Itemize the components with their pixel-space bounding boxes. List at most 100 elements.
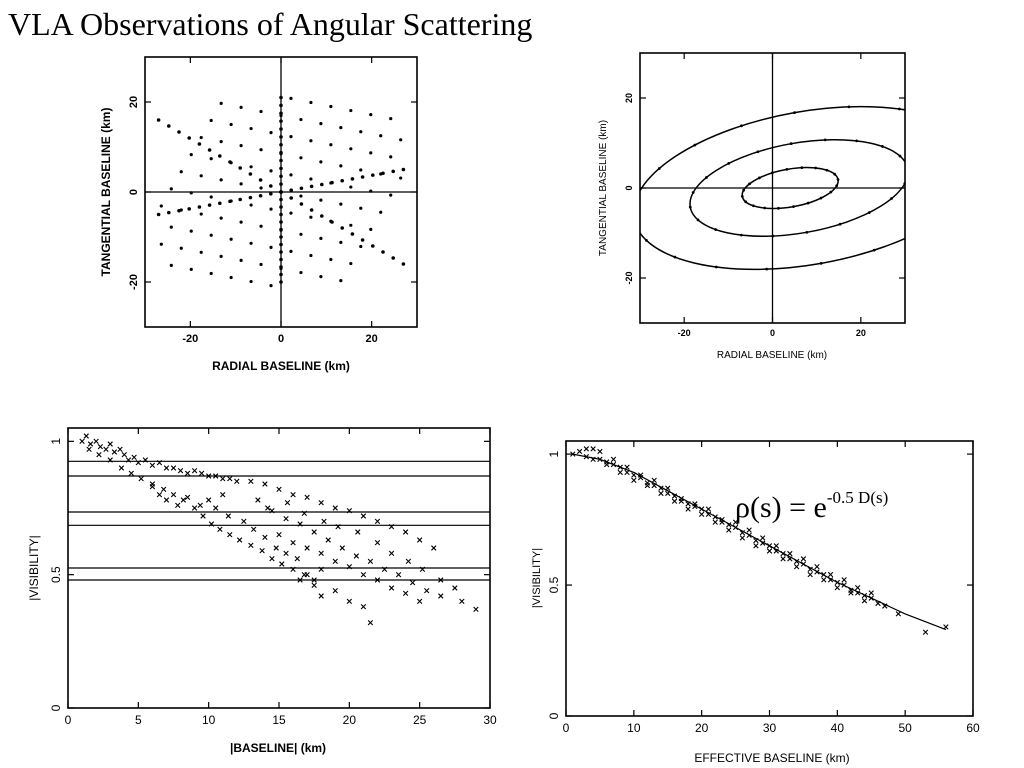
uv-point [219, 101, 223, 105]
uv-point [199, 250, 203, 254]
uv-point [381, 250, 385, 254]
data-point [353, 553, 360, 559]
data-point [374, 539, 381, 546]
data-point [311, 582, 317, 589]
uv-point [238, 197, 242, 202]
data-point [841, 577, 847, 583]
data-point [597, 456, 603, 463]
uv-point [379, 172, 383, 176]
data-point [180, 497, 187, 503]
plot-area [145, 57, 417, 327]
x-tick-label: 30 [483, 713, 497, 727]
uv-point [309, 215, 313, 219]
uv-point [279, 119, 283, 123]
uv-point [156, 212, 161, 217]
uv-point [209, 118, 213, 123]
data-point [732, 524, 739, 531]
data-point [766, 548, 773, 554]
uv-point [350, 177, 355, 181]
data-point [739, 529, 746, 536]
uv-point [740, 124, 743, 128]
data-point [360, 513, 367, 519]
uv-point [169, 263, 173, 267]
data-point [452, 585, 458, 591]
data-point [787, 556, 793, 562]
data-point [671, 498, 678, 504]
uv-point [705, 176, 708, 179]
y-axis-title: |VISIBILITY| [27, 535, 41, 601]
x-tick-label: 0 [563, 721, 570, 735]
uv-point [329, 219, 333, 223]
uv-point [169, 187, 173, 191]
data-point [234, 478, 240, 485]
uv-point [279, 257, 283, 262]
data-point [854, 584, 861, 591]
uv-point [289, 196, 294, 200]
data-point [197, 502, 203, 509]
uv-point [673, 255, 677, 259]
uv-point [389, 117, 393, 121]
data-point [793, 558, 800, 565]
uv-point [249, 165, 253, 169]
data-point [335, 523, 341, 530]
correlation-formula: ρ(s) = e-0.5 D(s) [735, 488, 888, 525]
data-point [128, 470, 134, 477]
data-point [409, 579, 416, 586]
data-point [290, 491, 296, 498]
uv-point [299, 186, 304, 191]
data-point [170, 491, 177, 498]
uv-point [258, 193, 263, 198]
uv-point [359, 130, 363, 134]
uv-point [903, 182, 905, 185]
data-point [325, 537, 331, 543]
plot-area [640, 53, 971, 323]
uv-point [770, 171, 774, 175]
uv-point [763, 206, 767, 210]
uv-point [340, 226, 345, 230]
uv-point [259, 109, 263, 114]
data-point [318, 566, 324, 573]
uv-point [279, 212, 283, 217]
uv-point [360, 238, 365, 242]
uv-point [835, 184, 839, 188]
data-point [269, 555, 275, 562]
data-point [726, 527, 732, 533]
data-point [276, 531, 282, 538]
uv-point [279, 158, 283, 163]
data-point [705, 511, 712, 518]
data-point [610, 461, 617, 468]
data-point [227, 531, 233, 538]
data-point [685, 501, 691, 507]
data-point [255, 497, 261, 503]
data-point [665, 490, 671, 497]
data-point [726, 522, 732, 528]
data-point [861, 598, 868, 604]
chart-panel-3: 0 5 10 15 20 25 30 0 0.5 1 |BASELINE| (km) |VISIBIL… [27, 427, 497, 755]
data-point [821, 577, 827, 583]
uv-point [880, 145, 884, 148]
uv-point [199, 174, 203, 178]
data-point [220, 491, 226, 498]
uv-point [968, 134, 971, 137]
data-point [416, 598, 423, 605]
chart-panel-2: -20 0 20 -20 0 20 RADIAL BASELINE (km) TANGENTI… [598, 52, 971, 361]
uv-point [309, 208, 314, 212]
data-point [200, 513, 206, 519]
data-point [576, 448, 583, 455]
data-point [248, 478, 254, 485]
uv-point [906, 167, 909, 170]
data-point [624, 469, 630, 476]
uv-point [339, 164, 343, 168]
data-point [213, 473, 219, 479]
uv-point [320, 214, 324, 218]
data-point [419, 566, 426, 573]
uv-point [319, 122, 323, 126]
data-point [248, 542, 254, 549]
uv-point [645, 239, 648, 242]
data-point [205, 497, 212, 503]
x-tick-label: 50 [898, 721, 912, 735]
uv-point [289, 188, 294, 192]
data-point [739, 535, 746, 541]
data-point [685, 506, 691, 512]
uv-point [279, 135, 283, 139]
